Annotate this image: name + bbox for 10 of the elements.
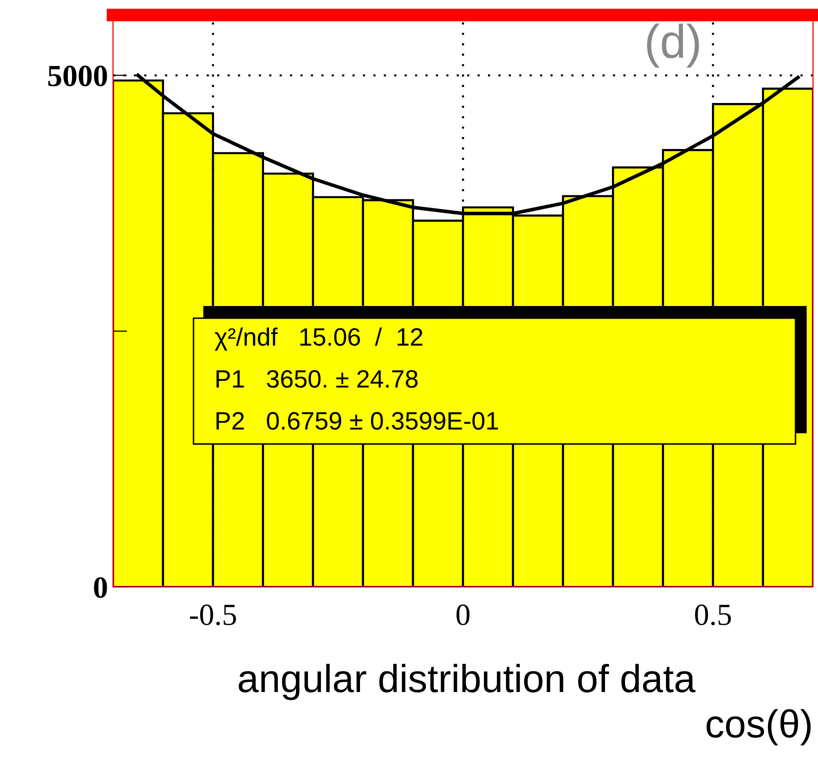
x-tick-label: 0.5 [695,604,731,626]
annotation: P2 0.6759 ± 0.3599E-01 [216,412,498,430]
text: angular distribution of data [238,664,696,700]
annotation: (d) [647,24,699,68]
x-axis-title: cos(θ) [706,709,811,746]
annotation: P1 3650. ± 24.78 [216,370,418,388]
y-tick-label: 5000 [48,66,107,86]
x-tick-label: -0.5 [190,604,236,626]
x-tick-label: 0 [456,604,470,626]
annotation: χ²/ndf 15.06 / 12 [214,327,422,351]
